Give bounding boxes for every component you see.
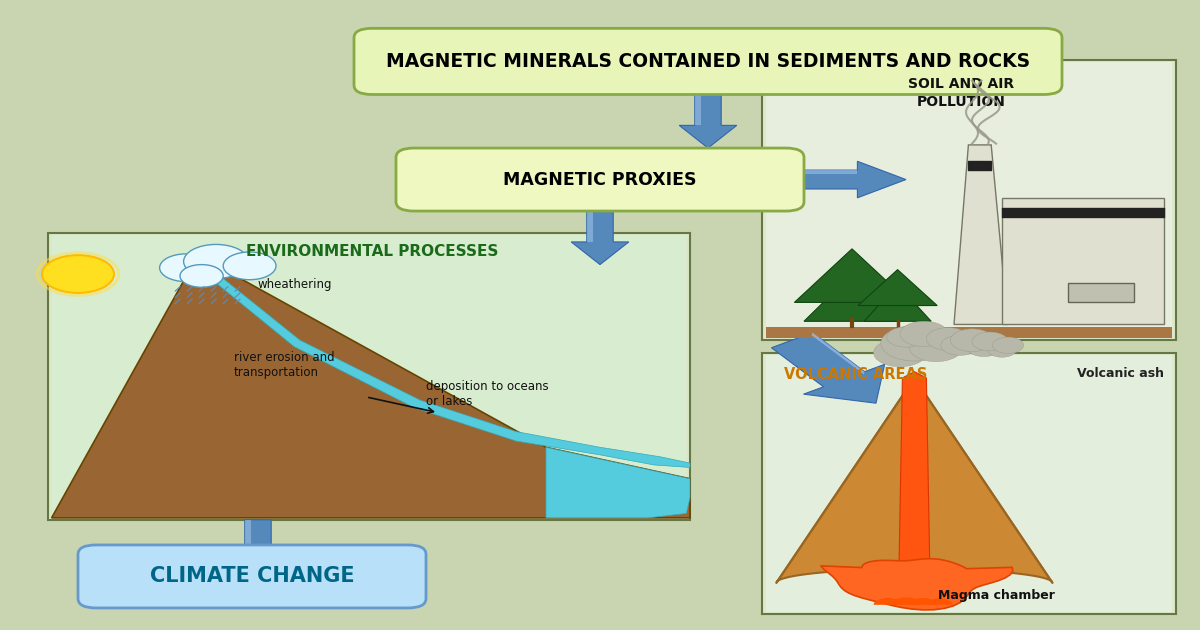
FancyBboxPatch shape [396,148,804,211]
Circle shape [881,326,948,361]
Circle shape [223,252,276,280]
Bar [1068,284,1134,302]
Circle shape [160,254,212,282]
FancyBboxPatch shape [78,545,426,608]
Circle shape [988,342,1016,357]
Polygon shape [192,258,690,467]
Circle shape [184,244,248,278]
Polygon shape [235,520,251,554]
Circle shape [900,321,948,347]
Bar [766,355,1172,612]
Polygon shape [954,145,1008,324]
Circle shape [42,255,114,293]
Polygon shape [821,559,1013,610]
Circle shape [950,329,994,352]
Text: CLIMATE CHANGE: CLIMATE CHANGE [150,566,354,587]
Polygon shape [864,285,931,321]
Polygon shape [685,91,701,125]
Bar [52,235,686,518]
Polygon shape [571,208,629,265]
Bar [766,62,1172,338]
Polygon shape [772,333,884,403]
Text: VOLCANIC AREAS: VOLCANIC AREAS [784,367,926,382]
Polygon shape [577,208,593,242]
Polygon shape [52,255,690,518]
Text: Magma chamber: Magma chamber [937,589,1055,602]
Polygon shape [546,447,690,518]
Text: SOIL AND AIR
POLLUTION: SOIL AND AIR POLLUTION [907,77,1014,109]
Polygon shape [229,520,287,576]
Circle shape [967,339,1001,357]
Polygon shape [798,161,906,198]
Text: wheathering: wheathering [258,278,332,291]
Bar [48,233,690,520]
Text: river erosion and
transportation: river erosion and transportation [234,352,335,379]
Bar [766,327,1172,338]
Polygon shape [874,598,902,605]
Polygon shape [899,372,930,589]
Circle shape [972,332,1008,351]
Bar [1002,198,1164,324]
Text: MAGNETIC MINERALS CONTAINED IN SEDIMENTS AND ROCKS: MAGNETIC MINERALS CONTAINED IN SEDIMENTS… [386,52,1030,71]
Text: deposition to oceans
or lakes: deposition to oceans or lakes [426,380,548,408]
Bar [762,60,1176,340]
Circle shape [910,334,962,362]
Bar [762,353,1176,614]
Polygon shape [811,333,865,374]
Polygon shape [908,598,937,605]
Circle shape [992,337,1024,353]
Polygon shape [794,249,910,302]
FancyBboxPatch shape [354,28,1062,94]
Polygon shape [776,378,1052,583]
Text: MAGNETIC PROXIES: MAGNETIC PROXIES [503,171,697,188]
Circle shape [180,265,223,287]
Circle shape [887,327,925,347]
Circle shape [926,328,970,350]
Circle shape [874,339,926,367]
Polygon shape [679,91,737,148]
Polygon shape [804,274,900,321]
Polygon shape [798,170,857,174]
Text: Volcanic ash: Volcanic ash [1078,367,1164,380]
Polygon shape [890,597,922,605]
Polygon shape [858,270,937,306]
Circle shape [941,335,979,355]
Text: ENVIRONMENTAL PROCESSES: ENVIRONMENTAL PROCESSES [246,244,498,260]
Polygon shape [926,598,953,605]
